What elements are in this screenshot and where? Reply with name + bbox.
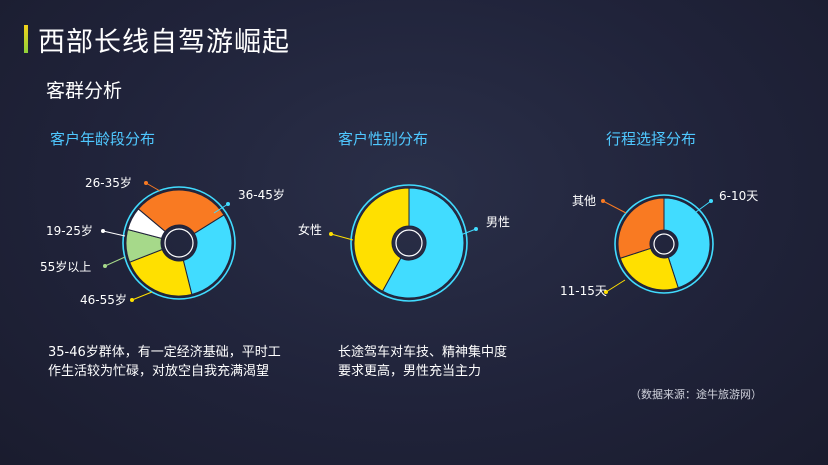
age-description-line-2: 作生活较为忙碌，对放空自我充满渴望 xyxy=(48,364,270,379)
slice-label-2-1: 11-15天 xyxy=(560,284,607,298)
gender-description-line-2: 要求更高，男性充当主力 xyxy=(338,364,482,379)
label-leader-line xyxy=(605,279,626,293)
section-subtitle: 客群分析 xyxy=(46,80,123,102)
chart-title-gender: 客户性别分布 xyxy=(338,130,429,148)
slice-label-0-0: 36-45岁 xyxy=(238,187,285,202)
label-leader-line xyxy=(213,203,229,214)
label-leader-line xyxy=(145,182,161,192)
label-leader-line xyxy=(131,291,153,301)
label-dot xyxy=(130,298,134,302)
slice-label-2-2: 其他 xyxy=(572,194,596,208)
label-leader-line xyxy=(457,228,477,237)
slice-label-1-1: 女性 xyxy=(298,222,322,237)
label-dot xyxy=(601,199,605,203)
label-dot xyxy=(144,181,148,185)
label-dot xyxy=(101,229,105,233)
gender-description-line-1: 长途驾车对车技、精神集中度 xyxy=(338,345,508,360)
donut-slice-2-1 xyxy=(619,247,679,291)
slice-label-2-0: 6-10天 xyxy=(719,189,758,203)
label-leader-line xyxy=(104,256,126,267)
donut-gender xyxy=(350,184,468,302)
donut-slice-0-4 xyxy=(137,189,225,235)
slice-label-0-3: 19-25岁 xyxy=(46,223,93,238)
donut-slice-0-0 xyxy=(182,214,233,296)
label-dot xyxy=(604,290,608,294)
donut-trip xyxy=(614,194,714,294)
label-dot xyxy=(474,227,478,231)
donut-slice-0-1 xyxy=(128,248,193,297)
label-dot xyxy=(226,202,230,206)
donut-slice-1-0 xyxy=(381,187,465,299)
donut-age xyxy=(122,186,236,300)
donut-slice-2-0 xyxy=(663,197,711,289)
label-leader-line xyxy=(695,200,712,213)
slice-label-0-4: 26-35岁 xyxy=(85,175,132,190)
age-description-line-1: 35-46岁群体，有一定经济基础，平时工 xyxy=(48,345,281,360)
slice-label-1-0: 男性 xyxy=(486,215,510,229)
title-accent-bar xyxy=(24,25,28,53)
label-leader-line xyxy=(602,200,627,214)
donut-inner-ring xyxy=(395,229,423,257)
donut-slice-2-2 xyxy=(617,197,665,259)
donut-inner-ring xyxy=(653,233,675,255)
label-dot xyxy=(709,199,713,203)
donut-slice-1-1 xyxy=(353,187,410,292)
slice-label-0-2: 55岁以上 xyxy=(40,259,91,274)
donut-inner-ring xyxy=(164,228,194,258)
age-description: 35-46岁群体，有一定经济基础，平时工 作生活较为忙碌，对放空自我充满渴望 xyxy=(48,343,281,381)
donut-outer-ring xyxy=(122,186,236,300)
donut-outer-ring xyxy=(350,184,468,302)
donut-outer-ring xyxy=(614,194,714,294)
gender-description: 长途驾车对车技、精神集中度 要求更高，男性充当主力 xyxy=(338,343,507,381)
label-leader-line xyxy=(330,233,354,241)
data-source-note: （数据来源：途牛旅游网） xyxy=(630,388,762,401)
label-dot xyxy=(329,232,333,236)
chart-title-age: 客户年龄段分布 xyxy=(50,130,156,148)
page-title: 西部长线自驾游崛起 xyxy=(38,27,290,58)
slice-label-0-1: 46-55岁 xyxy=(80,292,127,307)
label-leader-line xyxy=(102,230,126,237)
label-dot xyxy=(103,264,107,268)
chart-title-trip: 行程选择分布 xyxy=(606,130,697,148)
